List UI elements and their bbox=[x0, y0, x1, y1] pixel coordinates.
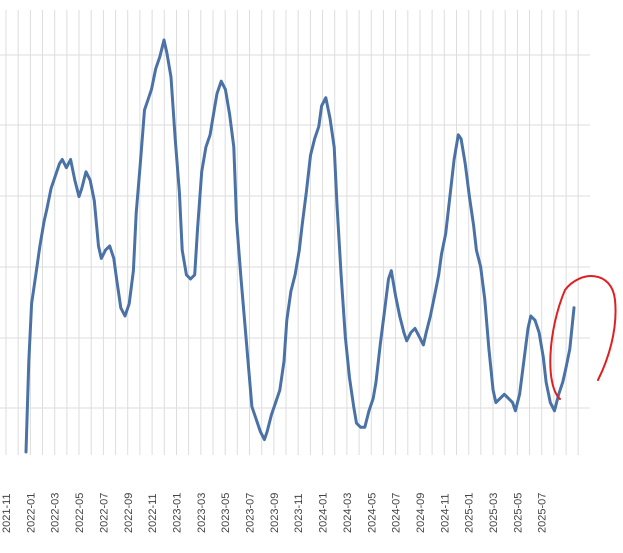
x-tick-label: 2025-03 bbox=[488, 493, 500, 533]
grid-lines bbox=[0, 10, 590, 455]
x-tick-label: 2023-03 bbox=[196, 493, 208, 533]
x-tick-label: 2024-07 bbox=[391, 493, 403, 533]
x-tick-label: 2025-07 bbox=[537, 493, 549, 533]
x-tick-label: 2022-01 bbox=[25, 493, 37, 533]
x-tick-label: 2025-01 bbox=[464, 493, 476, 533]
x-tick-label: 2022-05 bbox=[74, 493, 86, 533]
x-tick-label: 2024-11 bbox=[439, 493, 451, 533]
annotation-circle bbox=[549, 275, 617, 400]
x-tick-label: 2024-09 bbox=[415, 493, 427, 533]
x-tick-label: 2025-05 bbox=[512, 493, 524, 533]
x-axis-ticks: 2021-11 2022-01 2022-03 2022-05 2022-07 2022-… bbox=[1, 493, 549, 533]
x-tick-label: 2021-11 bbox=[1, 493, 13, 533]
x-tick-label: 2023-11 bbox=[293, 493, 305, 533]
x-tick-label: 2024-03 bbox=[342, 493, 354, 533]
x-tick-label: 2023-01 bbox=[172, 493, 184, 533]
x-tick-label: 2022-09 bbox=[123, 493, 135, 533]
x-tick-label: 2022-11 bbox=[147, 493, 159, 533]
x-tick-label: 2024-01 bbox=[318, 493, 330, 533]
x-tick-label: 2022-03 bbox=[50, 493, 62, 533]
x-tick-label: 2022-07 bbox=[98, 493, 110, 533]
x-tick-label: 2023-05 bbox=[220, 493, 232, 533]
x-tick-label: 2024-05 bbox=[366, 493, 378, 533]
x-tick-label: 2023-07 bbox=[245, 493, 257, 533]
series-line bbox=[24, 38, 576, 454]
x-tick-label: 2023-09 bbox=[269, 493, 281, 533]
